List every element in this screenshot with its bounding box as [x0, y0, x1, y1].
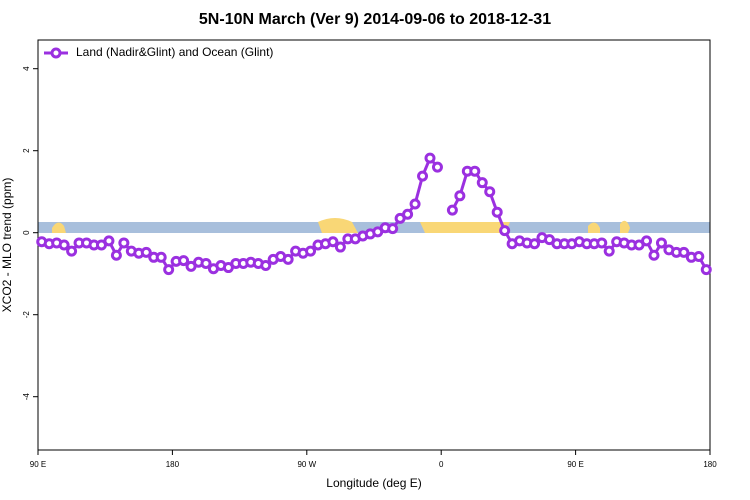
data-point [454, 190, 466, 202]
legend-label: Land (Nadir&Glint) and Ocean (Glint) [76, 45, 273, 59]
data-point [103, 235, 115, 247]
data-point [402, 208, 414, 220]
data-point [424, 152, 436, 164]
data-point [529, 238, 541, 250]
y-tick-label: 2 [22, 148, 31, 153]
data-point [282, 253, 294, 265]
data-point [155, 251, 167, 263]
data-point [118, 237, 130, 249]
map-strip [38, 218, 710, 233]
data-point [693, 250, 705, 262]
data-point [417, 170, 429, 182]
data-point [484, 186, 496, 198]
y-axis-label: XCO2 - MLO trend (ppm) [0, 178, 14, 313]
data-point [678, 246, 690, 258]
data-point [446, 204, 458, 216]
data-point [700, 264, 712, 276]
data-point [491, 206, 503, 218]
legend-marker [50, 47, 62, 59]
data-point [66, 245, 78, 257]
data-point [431, 161, 443, 173]
x-tick-label: 0 [439, 460, 444, 469]
data-point [58, 239, 70, 251]
data-point [327, 236, 339, 248]
data-point [469, 165, 481, 177]
data-point [163, 264, 175, 276]
y-tick-label: -4 [22, 393, 31, 401]
data-point [476, 177, 488, 189]
data-point [110, 249, 122, 261]
y-tick-label: 0 [22, 230, 31, 235]
data-point [387, 223, 399, 235]
data-point [200, 257, 212, 269]
y-tick-label: -2 [22, 311, 31, 319]
x-tick-label: 90 E [30, 460, 46, 469]
data-point [499, 225, 511, 237]
x-tick-label: 180 [166, 460, 180, 469]
data-point [603, 245, 615, 257]
x-tick-label: 90 E [567, 460, 583, 469]
data-point [260, 260, 272, 271]
data-point [596, 237, 608, 249]
x-tick-label: 180 [703, 460, 717, 469]
data-point [305, 245, 317, 257]
data-point [178, 255, 190, 267]
data-point [641, 235, 653, 247]
data-point [409, 198, 421, 210]
chart-title: 5N-10N March (Ver 9) 2014-09-06 to 2018-… [199, 11, 551, 28]
x-axis-label: Longitude (deg E) [326, 476, 421, 490]
data-point [648, 249, 660, 261]
y-tick-label: 4 [22, 66, 31, 71]
x-tick-label: 90 W [297, 460, 316, 469]
data-point [655, 237, 667, 249]
data-point [334, 241, 346, 253]
data-point [140, 246, 152, 258]
plot-frame [37, 39, 711, 451]
